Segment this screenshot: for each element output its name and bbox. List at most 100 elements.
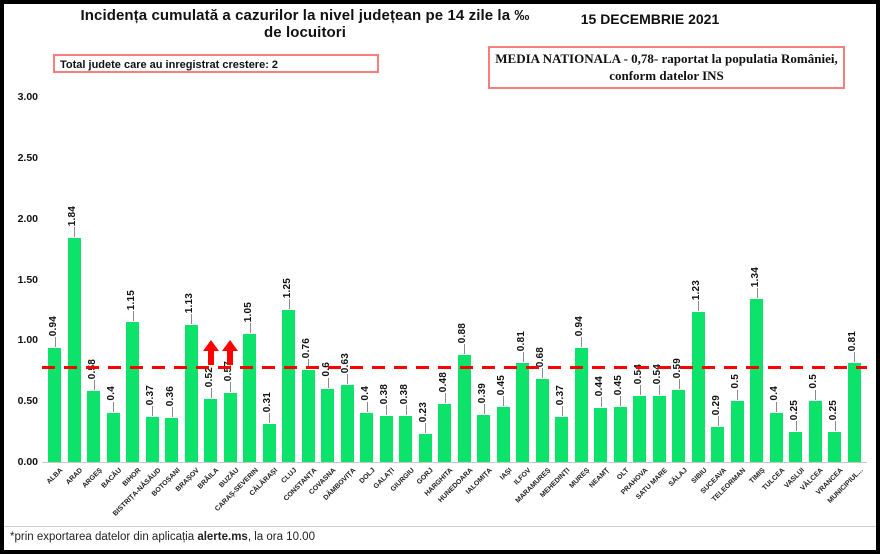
bar-value-label: 0.94: [574, 315, 586, 336]
bar-value-label: 0.31: [262, 391, 274, 412]
value-leader-line: [698, 301, 700, 311]
bar-value-label: 0.38: [398, 383, 410, 404]
value-leader-line: [74, 227, 76, 237]
chart-title: Incidența cumulată a cazurilor la nivel …: [80, 7, 530, 41]
value-leader-line: [93, 380, 95, 390]
x-axis-label: SIBIU: [690, 467, 709, 486]
bar-value-label: 0.5: [808, 374, 820, 389]
bar: [672, 390, 686, 462]
value-leader-line: [561, 406, 563, 416]
x-axis-label: SĂLAJ: [667, 467, 689, 489]
x-axis-label: BACĂU: [100, 467, 124, 490]
x-axis-label: IAȘI: [498, 467, 514, 482]
bar: [223, 393, 237, 462]
x-axis-label: BRĂILA: [197, 467, 221, 491]
value-leader-line: [210, 388, 212, 398]
bar: [789, 432, 803, 462]
value-leader-line: [132, 311, 134, 321]
bar: [48, 348, 62, 462]
bar: [730, 401, 744, 462]
value-leader-line: [795, 421, 797, 431]
value-leader-line: [581, 337, 583, 347]
value-leader-line: [405, 405, 407, 415]
bar: [477, 415, 491, 462]
bar: [535, 379, 549, 462]
footer-note-suffix: , la ora 10.00: [247, 531, 315, 543]
x-axis-label: ARGEȘ: [81, 467, 104, 490]
value-leader-line: [288, 299, 290, 309]
bar: [594, 408, 608, 462]
value-leader-line: [659, 385, 661, 395]
y-axis-tick-label: 0.00: [17, 456, 38, 468]
bar: [711, 427, 725, 462]
value-leader-line: [386, 405, 388, 415]
y-axis-tick-label: 3.00: [17, 91, 38, 103]
bar: [262, 424, 276, 462]
value-leader-line: [834, 421, 836, 431]
bar-value-label: 1.15: [125, 289, 137, 310]
bar: [633, 396, 647, 462]
value-leader-line: [347, 374, 349, 384]
value-leader-line: [230, 382, 232, 392]
value-leader-line: [308, 359, 310, 369]
bar: [516, 363, 530, 462]
value-leader-line: [483, 404, 485, 414]
national-average-line: [42, 365, 867, 369]
x-axis-label: ALBA: [45, 467, 65, 486]
footer-note: *prin exportarea datelor din aplicația a…: [10, 531, 315, 543]
value-leader-line: [600, 397, 602, 407]
x-axis-label: MUREȘ: [568, 467, 592, 490]
bar-value-label: 0.45: [496, 374, 508, 395]
value-leader-line: [503, 396, 505, 406]
growth-counties-label: Total judete care au inregistrat crester…: [60, 59, 279, 71]
bar: [457, 355, 471, 462]
value-leader-line: [678, 379, 680, 389]
bar: [184, 325, 198, 462]
bar-value-label: 0.63: [340, 352, 352, 373]
value-leader-line: [542, 368, 544, 378]
increase-arrow: [222, 340, 239, 366]
footer-note-app-name: alerte.ms: [197, 531, 248, 543]
value-leader-line: [815, 390, 817, 400]
value-leader-line: [152, 406, 154, 416]
value-leader-line: [620, 396, 622, 406]
bar-value-label: 0.88: [457, 322, 469, 343]
bar: [360, 413, 374, 462]
bar: [652, 396, 666, 462]
value-leader-line: [464, 344, 466, 354]
bar-value-label: 0.52: [203, 366, 215, 387]
bar-value-label: 0.23: [418, 401, 430, 422]
bar-value-label: 0.81: [515, 330, 527, 351]
bar-value-label: 1.34: [749, 266, 761, 287]
national-average-line2: conform datelor INS: [609, 67, 724, 83]
bar-value-label: 0.48: [437, 371, 449, 392]
value-leader-line: [444, 393, 446, 403]
footer-separator: [4, 526, 876, 527]
bar: [418, 434, 432, 462]
bar-value-label: 1.13: [184, 292, 196, 313]
y-axis-tick-label: 2.00: [17, 212, 38, 225]
x-axis-label: NEAMȚ: [588, 467, 611, 490]
bar: [282, 310, 296, 462]
increase-arrow: [202, 340, 219, 366]
increase-arrow-head: [222, 340, 239, 352]
value-leader-line: [425, 423, 427, 433]
y-axis-tick-label: 2.50: [17, 151, 38, 164]
bar-value-label: 1.84: [67, 205, 79, 226]
value-leader-line: [522, 352, 524, 362]
value-leader-line: [366, 402, 368, 412]
bar: [555, 417, 569, 462]
value-leader-line: [737, 390, 739, 400]
value-leader-line: [854, 352, 856, 362]
bar-value-label: 0.36: [164, 385, 176, 406]
bar: [808, 401, 822, 462]
growth-counties-box: Total judete care au inregistrat crester…: [53, 54, 379, 73]
bar: [321, 389, 335, 462]
bar-value-label: 0.4: [106, 386, 118, 401]
value-leader-line: [269, 413, 271, 423]
bar-value-label: 1.05: [242, 301, 254, 322]
x-axis-label: CLUJ: [280, 467, 299, 485]
bar: [399, 416, 413, 462]
bar-value-label: 0.4: [769, 386, 781, 401]
